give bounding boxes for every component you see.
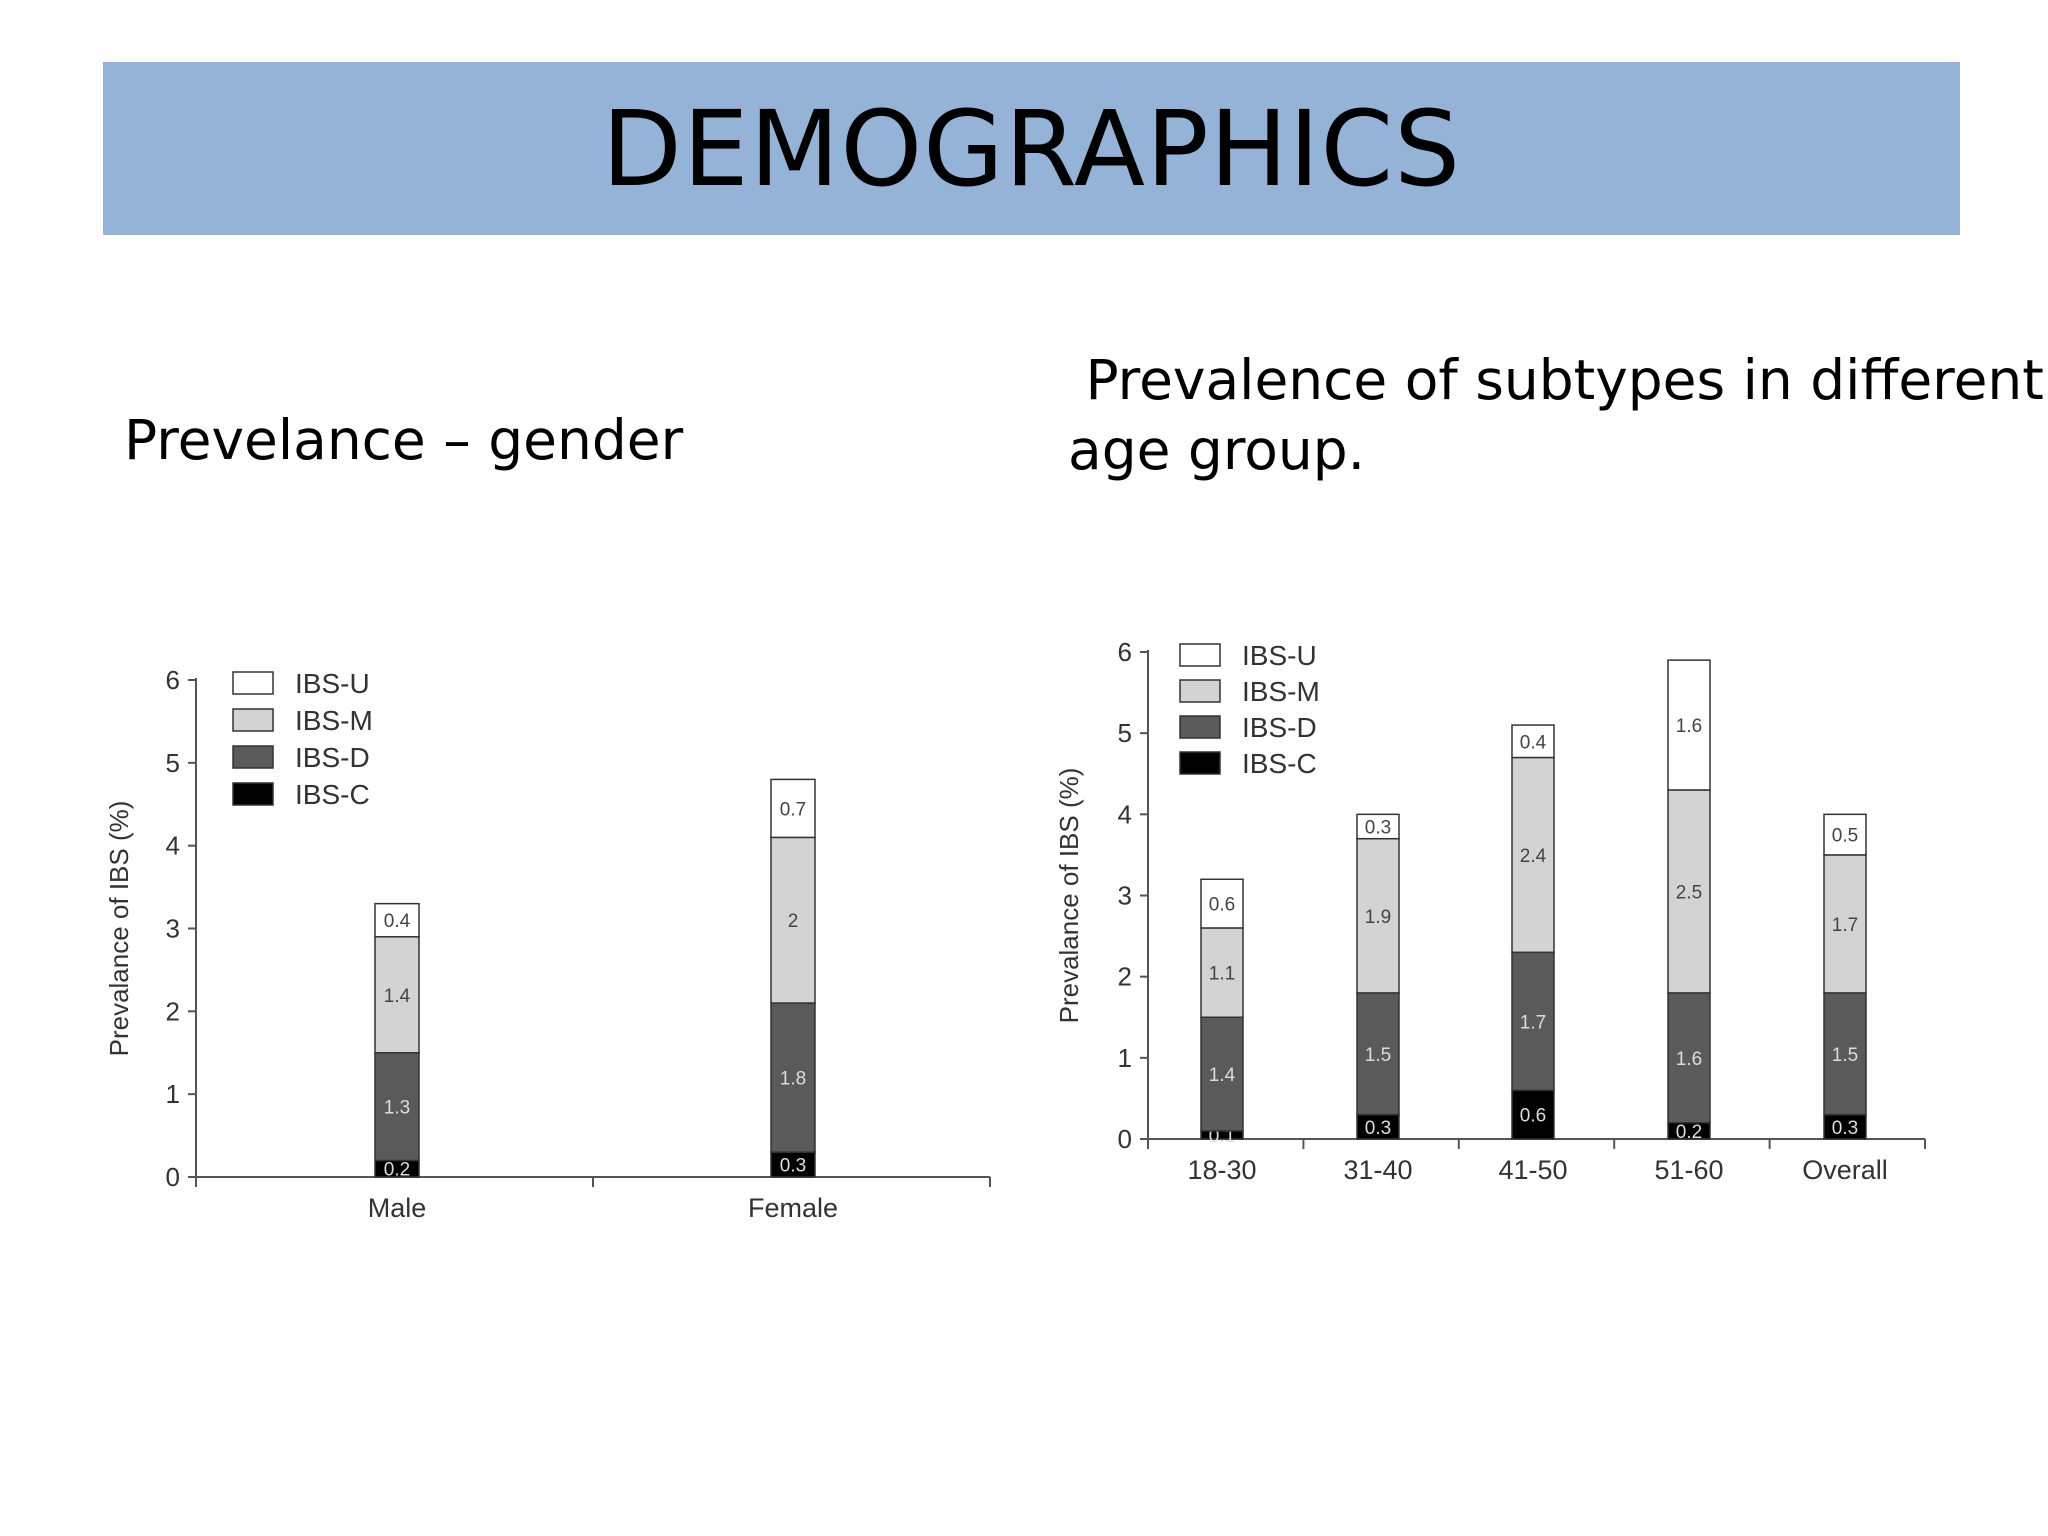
age-chart-heading-line1: Prevalence of subtypes in different	[1068, 348, 2044, 412]
y-tick-label: 6	[166, 665, 180, 695]
data-label-ibs-u: 0.7	[780, 799, 806, 820]
legend-label-ibs-m: IBS-M	[295, 705, 373, 736]
bar-segment-ibs-m	[770, 836, 816, 1004]
data-label-ibs-d: 1.3	[384, 1098, 410, 1119]
x-category-label: Male	[368, 1193, 427, 1223]
legend-label-ibs-c: IBS-C	[295, 779, 370, 810]
legend-swatch-ibs-m	[232, 708, 274, 732]
x-category-label: Female	[748, 1193, 838, 1223]
legend-label-ibs-u: IBS-U	[295, 668, 370, 699]
y-tick-label: 3	[166, 914, 180, 944]
legend-label-ibs-d: IBS-D	[295, 742, 370, 773]
age-chart-heading-line2: age group.	[1068, 418, 1366, 482]
age-chart-heading: Prevalence of subtypes in different age …	[1068, 345, 2044, 485]
y-tick-label: 0	[166, 1162, 180, 1192]
legend-swatch-ibs-u	[232, 671, 274, 695]
y-tick-label: 4	[166, 831, 180, 861]
bar-segment-ibs-d	[374, 1052, 420, 1162]
y-tick-label: 2	[166, 996, 180, 1026]
data-label-ibs-d: 1.8	[780, 1069, 806, 1090]
y-axis-label: Prevalance of IBS (%)	[104, 801, 134, 1057]
bar-segment-ibs-u	[374, 902, 420, 938]
title-banner: DEMOGRAPHICS	[103, 62, 1960, 235]
data-label-ibs-m: 2	[788, 911, 799, 932]
data-label-ibs-c: 0.3	[780, 1156, 806, 1177]
data-label-ibs-u: 0.4	[384, 911, 411, 932]
bar-segment-ibs-c	[770, 1151, 816, 1178]
legend-swatch-ibs-d	[232, 745, 274, 769]
bar-segment-ibs-m	[374, 936, 420, 1054]
bar-segment-ibs-u	[770, 778, 816, 839]
data-label-ibs-m: 1.4	[384, 986, 411, 1007]
y-tick-label: 1	[166, 1079, 180, 1109]
y-tick-label: 5	[166, 748, 180, 778]
gender-chart-heading: Prevelance – gender	[124, 408, 684, 472]
data-label-ibs-c: 0.2	[384, 1160, 410, 1181]
page-title: DEMOGRAPHICS	[601, 87, 1462, 210]
legend-swatch-ibs-c	[232, 782, 274, 806]
bar-segment-ibs-d	[770, 1002, 816, 1153]
